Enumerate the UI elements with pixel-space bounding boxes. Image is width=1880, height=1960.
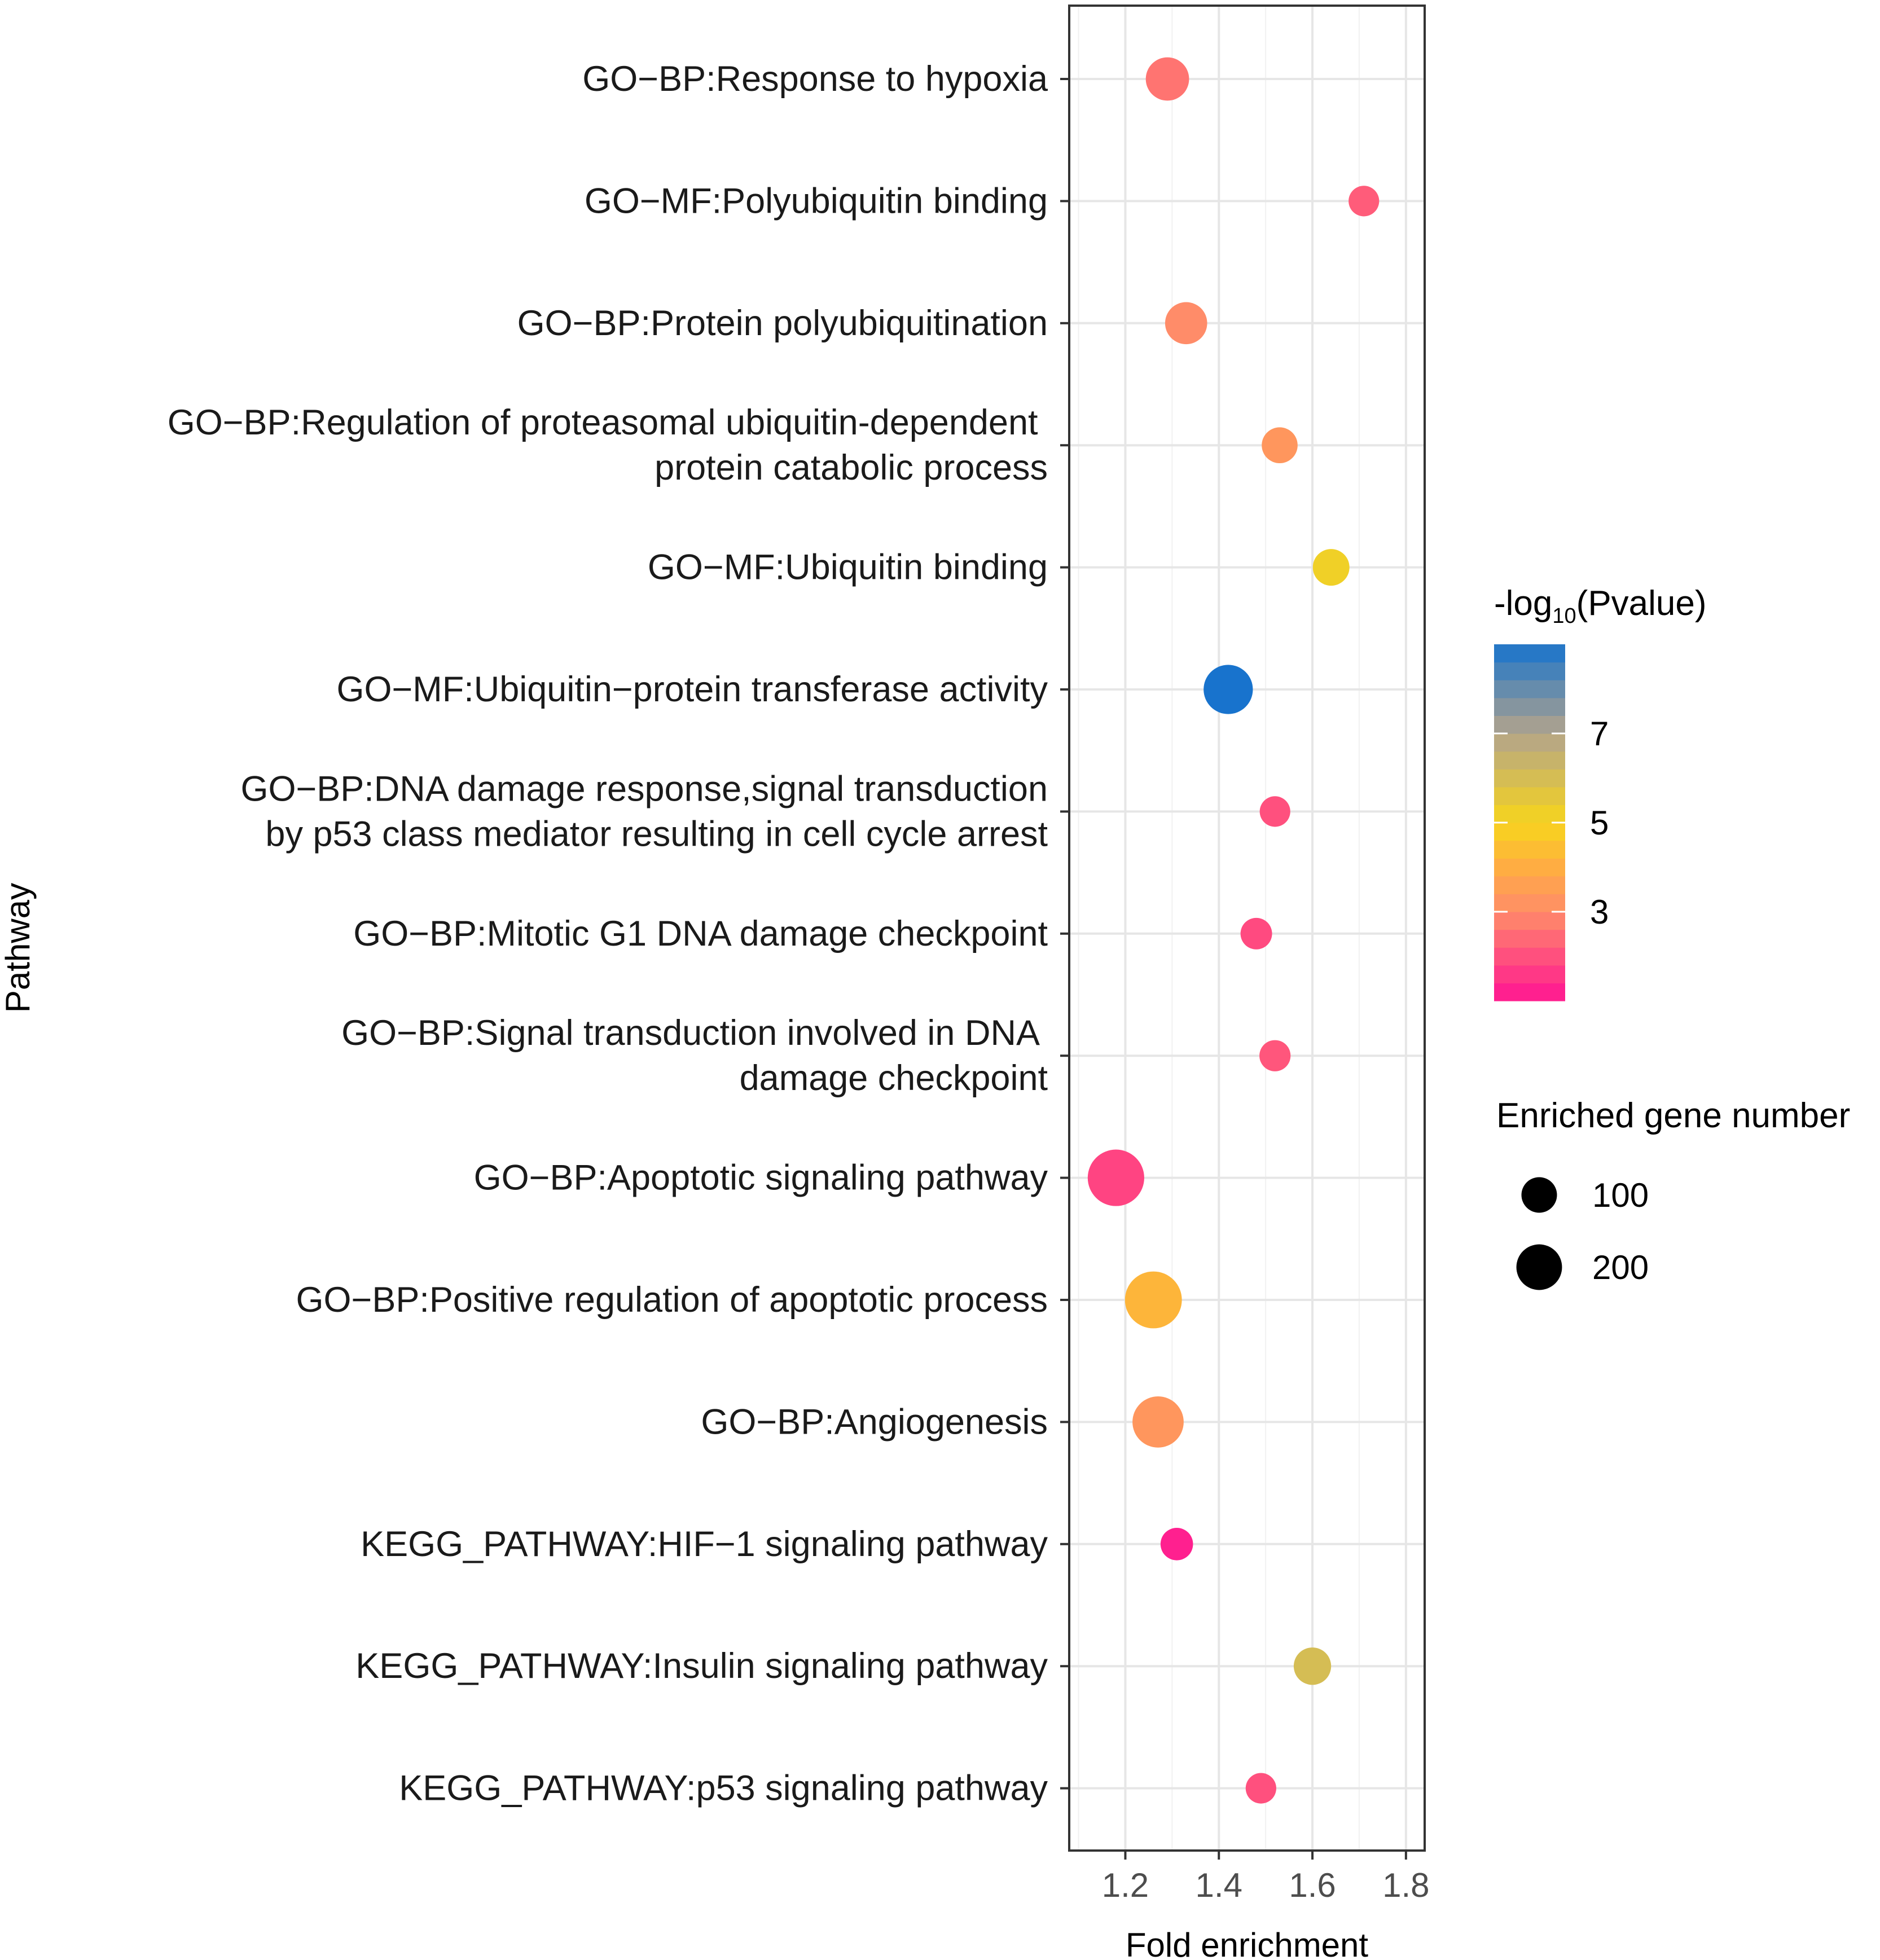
y-tick-label: GO−BP:Apoptotic signaling pathway bbox=[474, 1158, 1048, 1198]
y-tick-label: GO−MF:Ubiquitin binding bbox=[648, 548, 1048, 587]
colorbar-band bbox=[1494, 983, 1565, 1001]
colorbar-band bbox=[1494, 912, 1565, 930]
colorbar-band bbox=[1494, 662, 1565, 680]
colorbar-band bbox=[1494, 786, 1565, 805]
colorbar-band bbox=[1494, 840, 1565, 859]
y-tick-label: GO−BP:Signal transduction involved in DN… bbox=[341, 1013, 1048, 1053]
y-tick-label: GO−MF:Polyubiquitin binding bbox=[585, 181, 1048, 221]
size-legend-label: 100 bbox=[1592, 1176, 1649, 1214]
y-tick-label: KEGG_PATHWAY:Insulin signaling pathway bbox=[355, 1646, 1048, 1686]
colorbar-band bbox=[1494, 947, 1565, 966]
y-tick-label: GO−BP:Angiogenesis bbox=[701, 1402, 1048, 1442]
y-tick-label: GO−BP:Response to hypoxia bbox=[582, 59, 1048, 99]
data-point bbox=[1125, 1271, 1182, 1329]
data-point bbox=[1240, 917, 1272, 950]
colorbar-band bbox=[1494, 929, 1565, 948]
x-axis-title: Fold enrichment bbox=[1126, 1926, 1369, 1960]
data-point bbox=[1165, 302, 1207, 345]
colorbar-tick-label: 5 bbox=[1590, 804, 1609, 842]
y-axis-title: Pathway bbox=[0, 883, 37, 1013]
data-point bbox=[1203, 665, 1253, 714]
size-legend-title: Enriched gene number bbox=[1496, 1096, 1850, 1135]
y-tick-label: GO−BP:Mitotic G1 DNA damage checkpoint bbox=[353, 914, 1048, 953]
size-legend: Enriched gene number 100 200 bbox=[1496, 1096, 1850, 1290]
y-tick-label: protein catabolic process bbox=[655, 448, 1048, 487]
colorbar-band bbox=[1494, 751, 1565, 770]
color-legend-title: -log10(Pvalue) bbox=[1494, 584, 1707, 628]
colorbar-band bbox=[1494, 894, 1565, 912]
colorbar-band bbox=[1494, 769, 1565, 788]
colorbar-band bbox=[1494, 965, 1565, 983]
y-tick-label: GO−BP:Regulation of proteasomal ubiquiti… bbox=[168, 403, 1048, 442]
size-legend-key bbox=[1521, 1177, 1557, 1213]
data-point bbox=[1160, 1528, 1193, 1561]
size-legend-label: 200 bbox=[1592, 1249, 1649, 1286]
colorbar-tick-label: 7 bbox=[1590, 715, 1609, 753]
data-point bbox=[1245, 1773, 1276, 1804]
y-tick-label: KEGG_PATHWAY:HIF−1 signaling pathway bbox=[361, 1524, 1048, 1564]
colorbar-band bbox=[1494, 715, 1565, 734]
colorbar-band bbox=[1494, 805, 1565, 823]
data-points bbox=[1087, 57, 1380, 1804]
x-tick-label: 1.6 bbox=[1289, 1866, 1336, 1904]
data-point bbox=[1132, 1396, 1184, 1448]
data-point bbox=[1259, 1040, 1291, 1071]
colorbar-band bbox=[1494, 858, 1565, 877]
data-point bbox=[1259, 796, 1290, 827]
y-tick-label: GO−BP:Positive regulation of apoptotic p… bbox=[296, 1280, 1048, 1320]
x-tick-label: 1.2 bbox=[1102, 1866, 1149, 1904]
data-point bbox=[1145, 57, 1189, 101]
color-legend: -log10(Pvalue) 3 5 7 bbox=[1494, 584, 1707, 1001]
y-tick-label: KEGG_PATHWAY:p53 signaling pathway bbox=[399, 1769, 1048, 1808]
data-point bbox=[1348, 186, 1380, 217]
y-tick-label: by p53 class mediator resulting in cell … bbox=[265, 814, 1048, 854]
y-tick-label: GO−BP:Protein polyubiquitination bbox=[517, 304, 1048, 343]
size-legend-key bbox=[1516, 1244, 1562, 1290]
y-tick-label: GO−BP:DNA damage response,signal transdu… bbox=[240, 769, 1048, 808]
colorbar-band bbox=[1494, 680, 1565, 698]
y-axis: GO−BP:Response to hypoxia GO−MF:Polyubiqu… bbox=[168, 59, 1069, 1808]
y-tick-label: damage checkpoint bbox=[740, 1058, 1048, 1098]
data-point bbox=[1087, 1149, 1144, 1206]
x-tick-label: 1.4 bbox=[1196, 1866, 1242, 1904]
colorbar-band bbox=[1494, 644, 1565, 663]
y-tick-label: GO−MF:Ubiquitin−protein transferase acti… bbox=[336, 670, 1048, 709]
colorbar-band bbox=[1494, 823, 1565, 841]
plot-panel-border bbox=[1068, 5, 1426, 1852]
data-point bbox=[1293, 1647, 1332, 1685]
x-tick-label: 1.8 bbox=[1382, 1866, 1429, 1904]
colorbar-band bbox=[1494, 876, 1565, 894]
data-point bbox=[1312, 549, 1350, 586]
data-point bbox=[1262, 427, 1298, 463]
colorbar-band bbox=[1494, 733, 1565, 752]
colorbar-tick-label: 3 bbox=[1590, 893, 1609, 931]
x-axis: 1.2 1.4 1.6 1.8 bbox=[1102, 1851, 1430, 1904]
colorbar-band bbox=[1494, 697, 1565, 716]
